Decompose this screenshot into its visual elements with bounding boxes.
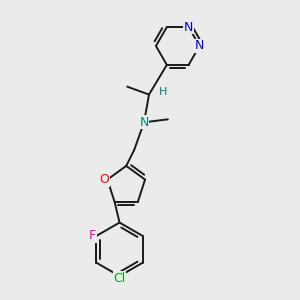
Text: N: N (184, 21, 193, 34)
Text: H: H (159, 87, 167, 97)
Text: N: N (195, 40, 204, 52)
Text: Cl: Cl (113, 272, 126, 284)
Text: F: F (89, 230, 96, 242)
Text: O: O (100, 173, 109, 186)
Text: N: N (140, 116, 149, 129)
